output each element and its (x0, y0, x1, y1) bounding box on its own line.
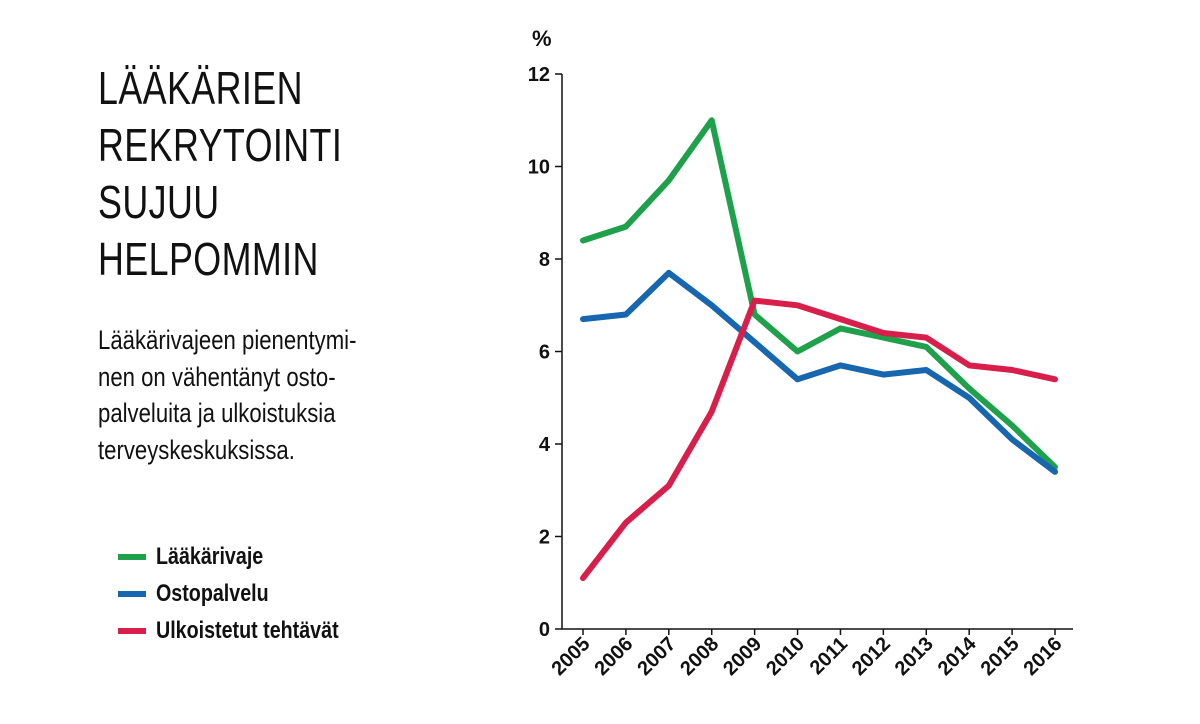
x-tick-label-2010: 2010 (762, 633, 809, 680)
headline-line-2: REKRYTOINTI (98, 119, 343, 171)
legend-swatch-laakarivaje (118, 553, 146, 560)
chart-legend: Lääkärivaje Ostopalvelu Ulkoistetut teht… (118, 538, 379, 649)
y-tick-label-4: 4 (539, 434, 551, 456)
subtitle: Lääkärivajeen pienentymi- nen on vähentä… (98, 322, 438, 468)
x-tick-label-2009: 2009 (719, 633, 766, 680)
x-tick-label-2012: 2012 (848, 633, 895, 680)
series-line-2 (580, 297, 1058, 582)
x-tick-label-2014: 2014 (934, 632, 982, 680)
headline-line-1: LÄÄKÄRIEN (98, 62, 303, 114)
headline-line-4: HELPOMMIN (98, 233, 319, 285)
y-tick-label-10: 10 (528, 157, 550, 179)
y-tick-label-12: 12 (528, 64, 550, 86)
subtitle-line-4: terveyskeskuksissa. (98, 434, 295, 465)
y-tick-label-2: 2 (539, 527, 550, 549)
legend-label-ostopalvelu: Ostopalvelu (156, 579, 269, 607)
legend-swatch-ostopalvelu (118, 590, 146, 597)
y-tick-label-8: 8 (539, 249, 550, 271)
x-tick-label-2006: 2006 (590, 633, 637, 680)
x-tick-label-2015: 2015 (977, 633, 1024, 680)
legend-item-laakarivaje: Lääkärivaje (118, 538, 379, 575)
y-tick-label-0: 0 (539, 619, 550, 641)
subtitle-line-3: palveluita ja ulkoistuksia (98, 398, 336, 428)
subtitle-line-2: nen on vähentänyt osto- (98, 361, 336, 392)
x-tick-label-2013: 2013 (891, 633, 938, 680)
x-tick-label-2008: 2008 (676, 633, 723, 680)
legend-swatch-ulkoistetut (118, 627, 146, 634)
series-line-1 (580, 269, 1058, 475)
y-unit-label: % (532, 26, 552, 51)
headline-line-3: SUJUU (98, 176, 220, 228)
y-tick-label-6: 6 (539, 342, 550, 364)
series-line-0 (580, 117, 1058, 471)
legend-item-ulkoistetut: Ulkoistetut tehtävät (118, 612, 379, 649)
x-tick-label-2005: 2005 (548, 633, 595, 680)
chart-axes: 0246810122005200620072008200920102011201… (528, 64, 1073, 680)
legend-item-ostopalvelu: Ostopalvelu (118, 575, 379, 612)
legend-label-laakarivaje: Lääkärivaje (156, 542, 264, 570)
x-tick-label-2011: 2011 (806, 633, 852, 679)
headline: LÄÄKÄRIEN REKRYTOINTI SUJUU HELPOMMIN (98, 60, 428, 288)
subtitle-line-1: Lääkärivajeen pienentymi- (98, 325, 357, 355)
chart-series (580, 117, 1058, 582)
x-tick-label-2016: 2016 (1020, 633, 1067, 680)
legend-label-ulkoistetut: Ulkoistetut tehtävät (156, 616, 339, 644)
x-tick-label-2007: 2007 (633, 633, 680, 680)
